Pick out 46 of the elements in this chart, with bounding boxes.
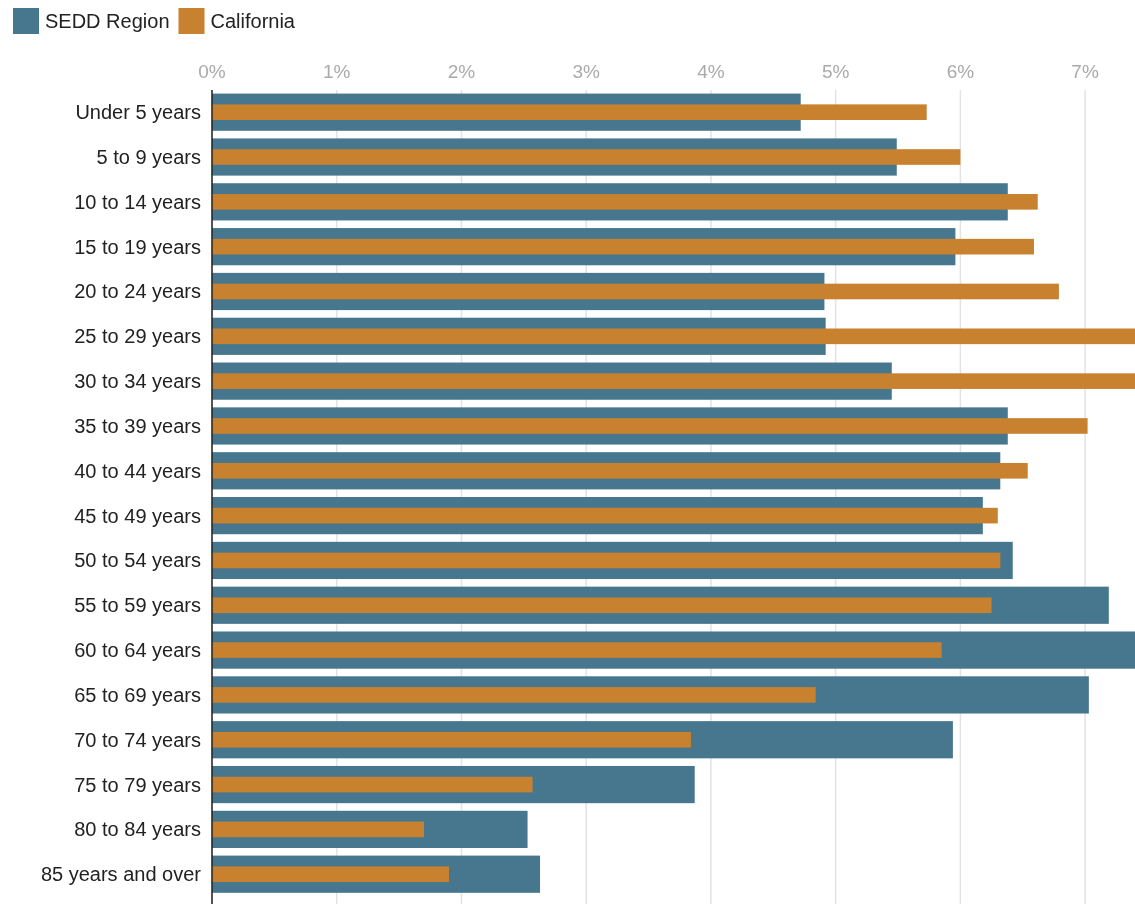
bar <box>212 149 961 165</box>
bar <box>212 597 992 614</box>
bar <box>212 418 1088 434</box>
legend-label: SEDD Region <box>45 10 170 32</box>
y-tick-label: 60 to 64 years <box>74 639 201 662</box>
bar <box>212 552 1001 569</box>
y-tick-label: 5 to 9 years <box>96 146 201 169</box>
x-tick-label: 2% <box>447 61 476 82</box>
y-tick-label: 75 to 79 years <box>74 773 201 796</box>
bar <box>212 776 533 793</box>
y-tick-label: 30 to 34 years <box>74 370 201 393</box>
y-tick-label: 15 to 19 years <box>74 235 201 258</box>
bar <box>212 373 1135 389</box>
bar <box>212 507 998 524</box>
bar <box>212 238 1034 255</box>
bar <box>212 328 1135 345</box>
x-tick-label: 0% <box>198 61 226 82</box>
x-tick-label: 3% <box>572 61 601 82</box>
bar <box>212 731 691 748</box>
bar <box>212 642 942 658</box>
bar <box>212 194 1038 210</box>
legend-label: California <box>210 10 296 32</box>
y-tick-label: 65 to 69 years <box>74 683 201 706</box>
x-tick-label: 1% <box>323 61 351 82</box>
y-tick-label: 10 to 14 years <box>74 190 201 213</box>
x-tick-label: 7% <box>1071 61 1099 82</box>
y-tick-label: 50 to 54 years <box>74 549 201 572</box>
bar <box>212 866 449 883</box>
y-tick-label: 25 to 29 years <box>74 325 201 348</box>
y-tick-label: 20 to 24 years <box>74 280 201 303</box>
bar <box>212 283 1059 300</box>
bar <box>212 104 927 120</box>
x-tick-label: 6% <box>946 61 975 82</box>
y-tick-label: 45 to 49 years <box>74 504 201 527</box>
bar <box>212 462 1028 479</box>
y-tick-label: 35 to 39 years <box>74 414 201 437</box>
y-tick-label: 55 to 59 years <box>74 594 201 617</box>
x-tick-label: 4% <box>697 61 725 82</box>
y-tick-label: 70 to 74 years <box>74 728 201 751</box>
y-tick-label: 80 to 84 years <box>74 818 201 841</box>
bar <box>212 687 816 703</box>
y-tick-label: 40 to 44 years <box>74 459 201 482</box>
bar <box>212 821 425 838</box>
y-tick-label: 85 years and over <box>40 863 202 886</box>
x-tick-label: 5% <box>821 61 850 82</box>
y-tick-label: Under 5 years <box>75 101 201 124</box>
